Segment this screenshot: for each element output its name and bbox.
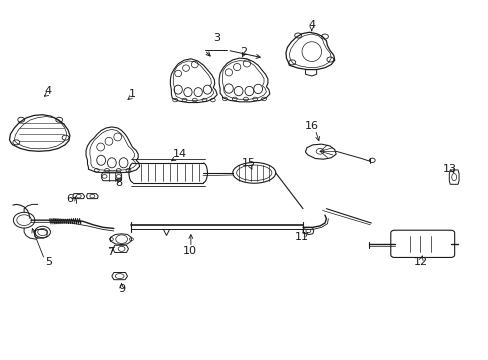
Text: 4: 4	[45, 86, 52, 96]
Text: 14: 14	[173, 149, 187, 159]
Text: 9: 9	[118, 284, 125, 294]
Text: 6: 6	[66, 194, 73, 204]
Text: 1: 1	[128, 89, 136, 99]
Text: 5: 5	[45, 257, 52, 267]
Text: 2: 2	[240, 46, 246, 57]
Text: 15: 15	[241, 158, 255, 168]
Text: 10: 10	[183, 246, 197, 256]
Text: 8: 8	[115, 178, 122, 188]
Text: 12: 12	[413, 257, 427, 267]
Text: 4: 4	[307, 20, 315, 30]
Text: 11: 11	[294, 232, 308, 242]
Text: 16: 16	[304, 121, 318, 131]
Text: 13: 13	[442, 163, 456, 174]
Text: 7: 7	[106, 247, 114, 257]
Text: 3: 3	[212, 33, 219, 43]
